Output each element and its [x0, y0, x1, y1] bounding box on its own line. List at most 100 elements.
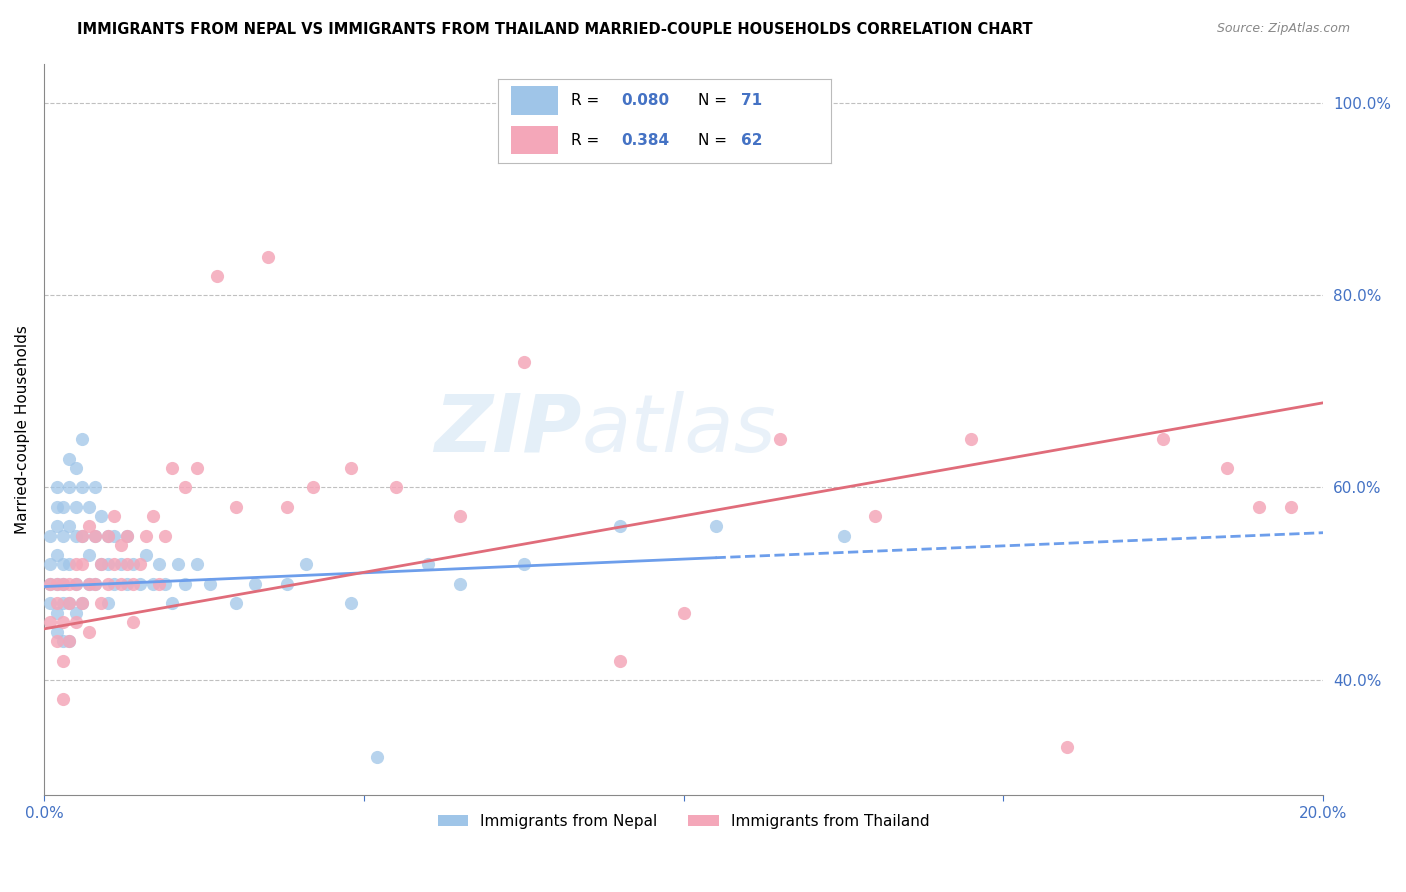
Point: [103, 509, 125, 524]
Point: [90, 558, 112, 572]
Point: [1152, 433, 1174, 447]
Point: [97, 596, 120, 610]
Point: [58, 596, 80, 610]
Point: [65, 615, 87, 630]
Text: Source: ZipAtlas.com: Source: ZipAtlas.com: [1216, 22, 1350, 36]
Point: [97, 558, 120, 572]
Point: [45, 480, 67, 494]
Point: [52, 634, 75, 648]
Point: [186, 461, 208, 475]
Point: [135, 528, 157, 542]
Y-axis label: Married-couple Households: Married-couple Households: [15, 326, 30, 534]
Point: [90, 558, 112, 572]
Point: [142, 576, 165, 591]
Point: [39, 576, 62, 591]
Point: [186, 558, 208, 572]
Point: [243, 576, 266, 591]
Point: [45, 519, 67, 533]
Point: [225, 500, 247, 514]
Point: [960, 433, 983, 447]
Point: [110, 538, 132, 552]
Point: [58, 480, 80, 494]
Point: [77, 548, 100, 562]
Point: [45, 596, 67, 610]
Point: [77, 576, 100, 591]
Point: [160, 461, 183, 475]
Point: [90, 596, 112, 610]
Point: [256, 250, 278, 264]
Text: IMMIGRANTS FROM NEPAL VS IMMIGRANTS FROM THAILAND MARRIED-COUPLE HOUSEHOLDS CORR: IMMIGRANTS FROM NEPAL VS IMMIGRANTS FROM…: [77, 22, 1033, 37]
Point: [52, 654, 75, 668]
Point: [65, 500, 87, 514]
Point: [609, 519, 631, 533]
Point: [39, 576, 62, 591]
Point: [110, 558, 132, 572]
Point: [77, 519, 100, 533]
Point: [160, 596, 183, 610]
Point: [173, 576, 195, 591]
Point: [77, 500, 100, 514]
Point: [52, 500, 75, 514]
Point: [128, 558, 150, 572]
Point: [45, 576, 67, 591]
Point: [416, 558, 439, 572]
Point: [1279, 500, 1302, 514]
Point: [276, 500, 298, 514]
Point: [704, 519, 727, 533]
Point: [72, 596, 94, 610]
Point: [1056, 740, 1078, 755]
Point: [512, 355, 534, 369]
Point: [135, 548, 157, 562]
Point: [52, 528, 75, 542]
Point: [115, 528, 138, 542]
Point: [115, 576, 138, 591]
Point: [832, 528, 855, 542]
Point: [84, 576, 107, 591]
Point: [52, 558, 75, 572]
Point: [200, 576, 222, 591]
Point: [142, 509, 165, 524]
Point: [276, 576, 298, 591]
Point: [449, 576, 471, 591]
Point: [384, 480, 406, 494]
Point: [45, 624, 67, 639]
Point: [115, 558, 138, 572]
Point: [295, 558, 318, 572]
Point: [58, 558, 80, 572]
Point: [155, 576, 177, 591]
Point: [65, 576, 87, 591]
Point: [39, 615, 62, 630]
Point: [301, 480, 323, 494]
Point: [103, 528, 125, 542]
Point: [58, 634, 80, 648]
Point: [65, 576, 87, 591]
Point: [45, 606, 67, 620]
Point: [45, 500, 67, 514]
Point: [84, 480, 107, 494]
Point: [865, 509, 887, 524]
Point: [1216, 461, 1239, 475]
Point: [768, 433, 790, 447]
Point: [52, 692, 75, 706]
Point: [72, 596, 94, 610]
Point: [115, 528, 138, 542]
Point: [122, 576, 145, 591]
Point: [65, 528, 87, 542]
Point: [45, 634, 67, 648]
Point: [58, 596, 80, 610]
Point: [77, 576, 100, 591]
Point: [39, 596, 62, 610]
Point: [512, 558, 534, 572]
Point: [148, 576, 170, 591]
Point: [65, 606, 87, 620]
Point: [84, 576, 107, 591]
Point: [58, 451, 80, 466]
Point: [225, 596, 247, 610]
Point: [52, 576, 75, 591]
Text: atlas: atlas: [581, 391, 776, 468]
Point: [39, 558, 62, 572]
Point: [84, 528, 107, 542]
Point: [52, 596, 75, 610]
Point: [84, 528, 107, 542]
Point: [609, 654, 631, 668]
